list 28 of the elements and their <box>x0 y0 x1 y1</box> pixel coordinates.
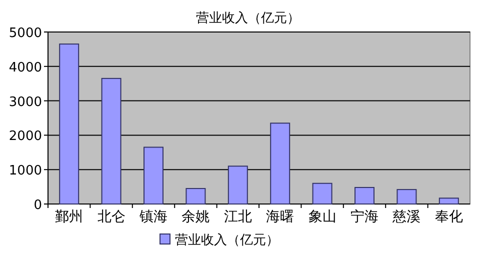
bar <box>59 44 80 204</box>
bar <box>396 189 417 204</box>
x-tick-label: 宁海 <box>350 209 378 225</box>
bar <box>186 188 206 204</box>
x-tick-label: 北仑 <box>97 209 126 225</box>
x-tick-label: 海曙 <box>266 209 294 225</box>
x-tick-label: 余姚 <box>182 209 210 225</box>
chart-title: 营业收入（亿元） <box>196 11 300 26</box>
x-tick-label: 象山 <box>308 209 336 225</box>
legend-label: 营业收入（亿元） <box>175 233 279 248</box>
bar <box>228 166 248 204</box>
y-tick-label: 3000 <box>8 94 42 110</box>
y-tick-label: 1000 <box>8 164 42 179</box>
x-tick-label: 奉化 <box>434 209 463 225</box>
bar <box>101 78 122 204</box>
y-tick-label: 0 <box>34 198 42 213</box>
x-tick-label: 镇海 <box>138 209 168 225</box>
bar <box>354 186 374 204</box>
y-tick-label: 2000 <box>8 129 42 144</box>
bar <box>312 182 332 204</box>
y-tick-label: 5000 <box>8 26 42 41</box>
x-tick-label: 鄞州 <box>55 209 84 225</box>
bar <box>438 198 459 204</box>
x-tick-label: 慈溪 <box>392 209 421 225</box>
y-tick-label: 4000 <box>8 60 42 76</box>
bar <box>270 122 290 204</box>
x-tick-label: 江北 <box>224 209 252 225</box>
bar <box>144 146 164 204</box>
